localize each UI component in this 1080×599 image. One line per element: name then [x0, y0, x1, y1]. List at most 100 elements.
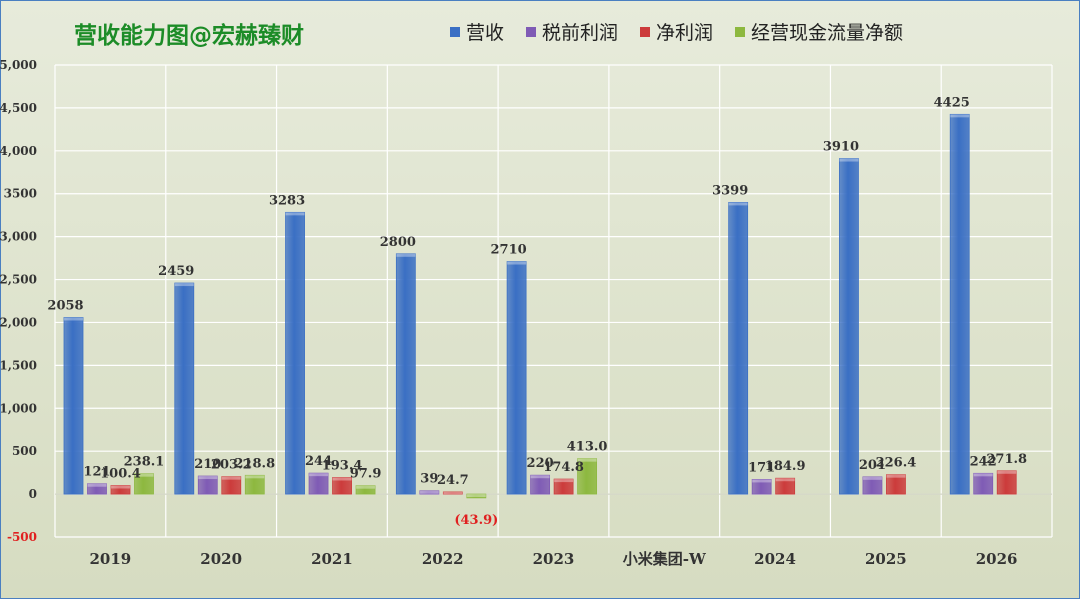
- data-label: 97.9: [350, 467, 382, 482]
- x-tick-label: 小米集团-W: [623, 550, 707, 568]
- x-tick-label: 2025: [865, 550, 907, 568]
- data-label: 3910: [823, 140, 859, 155]
- bar-highlight: [356, 485, 376, 489]
- bar-highlight: [530, 475, 550, 479]
- y-tick-label: 2,500: [0, 273, 37, 287]
- x-tick-label: 2021: [311, 550, 353, 568]
- bar-highlight: [87, 483, 107, 487]
- bar-highlight: [862, 476, 882, 480]
- y-tick-label: 5,000: [0, 58, 37, 72]
- data-label: 100.4: [100, 466, 141, 481]
- bar-highlight: [577, 458, 597, 462]
- bar-highlight: [752, 479, 772, 483]
- data-label: 39: [420, 472, 438, 487]
- bar: [728, 201, 749, 495]
- bar-highlight: [134, 473, 154, 477]
- data-label: 2058: [47, 298, 83, 313]
- bar: [395, 253, 416, 495]
- data-label: 193.4: [322, 458, 363, 473]
- x-tick-label: 2019: [90, 550, 132, 568]
- data-label: 271.8: [986, 452, 1027, 467]
- data-label: 413.0: [567, 440, 608, 455]
- legend-label: 税前利润: [542, 22, 619, 44]
- bar-highlight: [443, 491, 463, 495]
- y-tick-label: 0: [29, 487, 37, 501]
- bar: [63, 317, 84, 495]
- chart-title: 营收能力图@宏赫臻财: [74, 23, 304, 49]
- bar: [973, 472, 994, 495]
- bar-highlight: [221, 476, 241, 480]
- data-label: 244: [305, 454, 332, 469]
- bar: [862, 476, 883, 495]
- data-label: 4425: [934, 95, 970, 110]
- bar: [530, 474, 551, 495]
- data-label: 201: [859, 458, 886, 473]
- data-label: 2710: [491, 243, 527, 258]
- legend-item: 税前利润: [526, 18, 618, 45]
- bar: [466, 493, 487, 499]
- bar-highlight: [997, 470, 1017, 474]
- y-tick-label: -500: [7, 530, 37, 544]
- bar: [285, 211, 305, 495]
- bar-highlight: [245, 475, 265, 479]
- bar-highlight: [285, 212, 305, 216]
- x-tick-label: 2020: [200, 550, 242, 568]
- bar-highlight: [309, 473, 329, 477]
- data-label: 242: [970, 454, 997, 469]
- legend-swatch: [450, 26, 460, 37]
- bar-highlight: [64, 317, 83, 321]
- y-tick-label: 3500: [4, 187, 37, 201]
- bar: [110, 485, 131, 495]
- bar: [197, 475, 218, 495]
- bar: [949, 113, 970, 495]
- legend-label: 净利润: [656, 22, 714, 44]
- data-label: 220: [527, 456, 554, 471]
- bar-highlight: [775, 478, 795, 482]
- data-label: 226.4: [876, 456, 917, 471]
- data-label: 218.8: [234, 456, 275, 471]
- chart-legend: 营收 税前利润 净利润 经营现金流量净额: [450, 18, 903, 45]
- data-label: (43.9): [454, 513, 498, 528]
- bar: [577, 458, 598, 495]
- bar: [174, 282, 195, 495]
- bar: [419, 490, 440, 495]
- bar: [775, 477, 796, 495]
- bar: [886, 474, 906, 495]
- x-tick-label: 2022: [422, 550, 464, 568]
- data-label: 171: [748, 460, 775, 475]
- legend-label: 经营现金流量净额: [751, 22, 904, 44]
- bar: [134, 473, 154, 495]
- bar-highlight: [198, 476, 218, 480]
- bar: [244, 474, 265, 495]
- bar: [308, 472, 329, 495]
- y-tick-label: 500: [12, 444, 37, 458]
- y-tick-label: 1,500: [0, 358, 37, 372]
- x-tick-label: 2023: [533, 550, 575, 568]
- bar-highlight: [419, 490, 439, 494]
- data-label: 184.9: [765, 459, 806, 474]
- bar: [996, 470, 1017, 495]
- bar: [506, 261, 527, 495]
- bar-highlight: [507, 261, 527, 265]
- bar-highlight: [174, 283, 194, 287]
- legend-swatch: [526, 26, 537, 37]
- data-label: 210: [194, 457, 221, 472]
- bar: [355, 485, 376, 495]
- data-label: 203.2: [211, 458, 252, 473]
- data-label: 121: [83, 465, 110, 480]
- bar-highlight: [728, 202, 748, 206]
- bar-highlight: [839, 158, 859, 162]
- bar-highlight: [973, 473, 993, 477]
- legend-swatch: [735, 26, 746, 37]
- legend-item: 营收: [450, 18, 504, 45]
- bar-highlight: [950, 114, 970, 118]
- bar-highlight: [886, 474, 906, 478]
- x-tick-label: 2024: [754, 550, 796, 568]
- bar-highlight: [332, 477, 352, 481]
- bar-highlight: [111, 485, 130, 489]
- bar: [221, 476, 242, 495]
- data-label: 3399: [712, 183, 748, 198]
- bar: [87, 483, 107, 495]
- legend-item: 净利润: [640, 18, 713, 45]
